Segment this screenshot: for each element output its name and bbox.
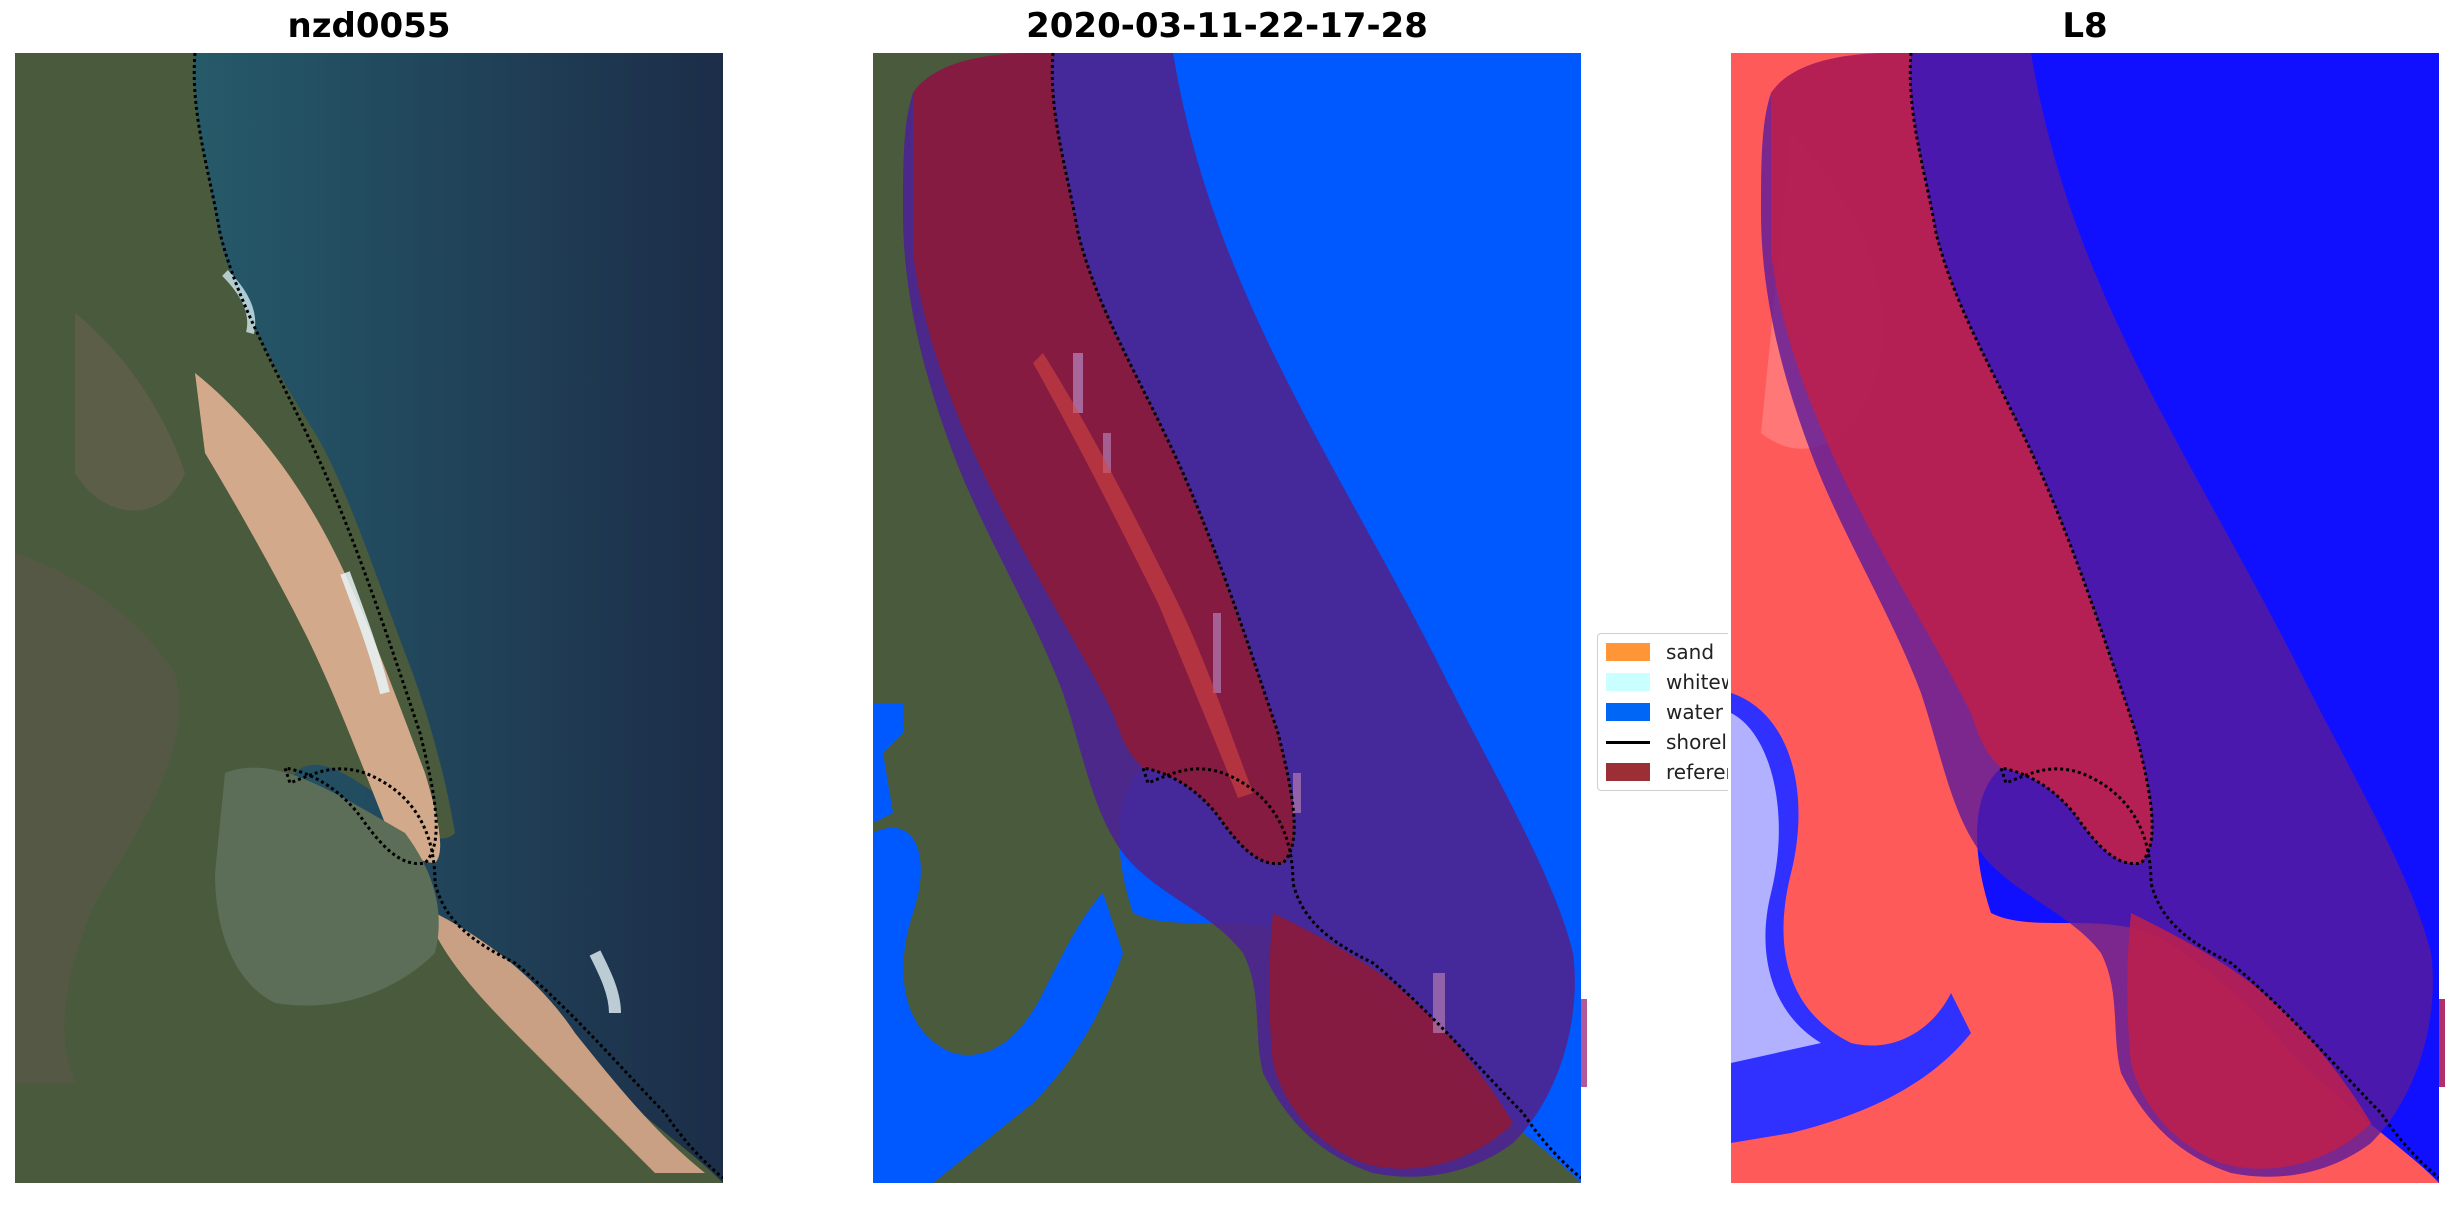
legend-item-sand: sand [1606,640,1714,664]
index-image [1731,53,2439,1183]
panel-title-satellite: L8 [2062,6,2108,46]
shoreline-line-icon [1606,740,1650,744]
legend-label: referer [1666,760,1728,784]
panel-title-image-id: nzd0055 [287,6,451,46]
rgb-satellite-image [15,53,723,1183]
sand-swatch-icon [1606,643,1650,661]
legend-label: water [1666,700,1723,724]
legend-label: shorel [1666,730,1727,754]
legend-item-reference: referer [1606,760,1728,784]
reference-swatch-icon [1606,763,1650,781]
classified-image [873,53,1581,1183]
legend-item-shoreline: shorel [1606,730,1727,754]
legend-item-water: water [1606,700,1723,724]
buffer-edge-marker [1581,999,1587,1087]
panel-title-date: 2020-03-11-22-17-28 [1026,6,1428,46]
legend-label: sand [1666,640,1715,664]
whitewater-swatch-icon [1606,673,1650,691]
buffer-edge-marker [2439,999,2445,1087]
water-swatch-icon [1606,703,1650,721]
